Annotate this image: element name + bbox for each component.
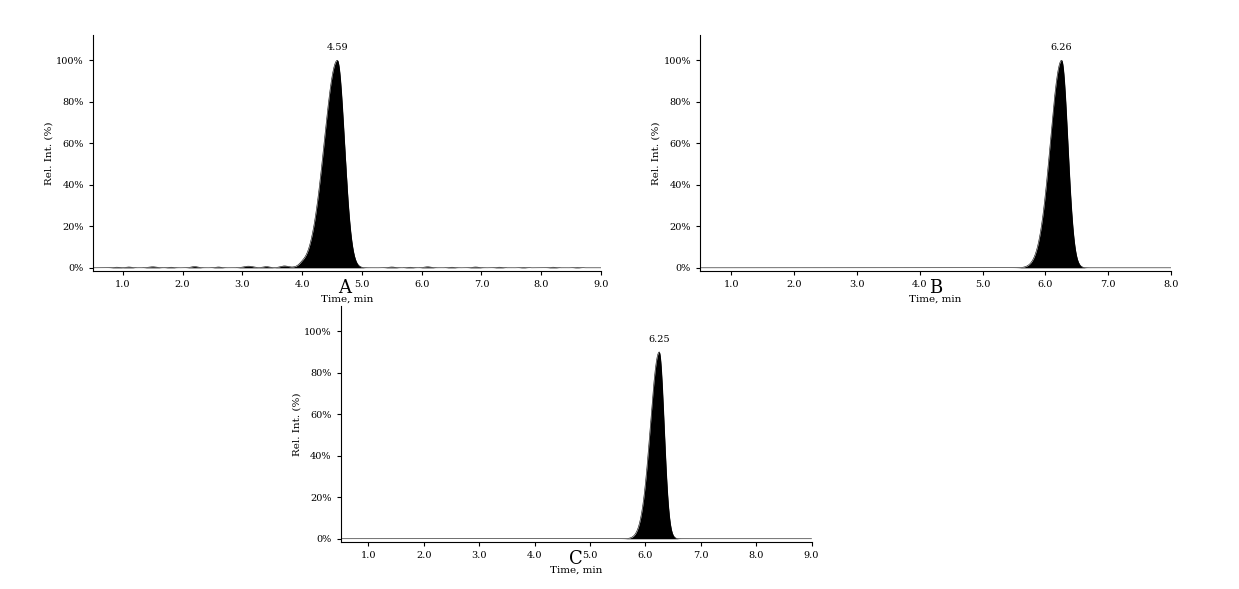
Y-axis label: Rel. Int. (%): Rel. Int. (%) [45,121,53,185]
Text: 6.25: 6.25 [648,335,670,343]
Y-axis label: Rel. Int. (%): Rel. Int. (%) [292,392,301,456]
Y-axis label: Rel. Int. (%): Rel. Int. (%) [652,121,660,185]
Text: A: A [338,279,351,297]
X-axis label: Time, min: Time, min [321,294,373,303]
Text: 4.59: 4.59 [327,43,348,52]
X-axis label: Time, min: Time, min [909,294,961,303]
X-axis label: Time, min: Time, min [550,565,602,574]
Text: B: B [929,279,942,297]
Text: 6.26: 6.26 [1051,43,1073,52]
Text: C: C [569,550,584,568]
